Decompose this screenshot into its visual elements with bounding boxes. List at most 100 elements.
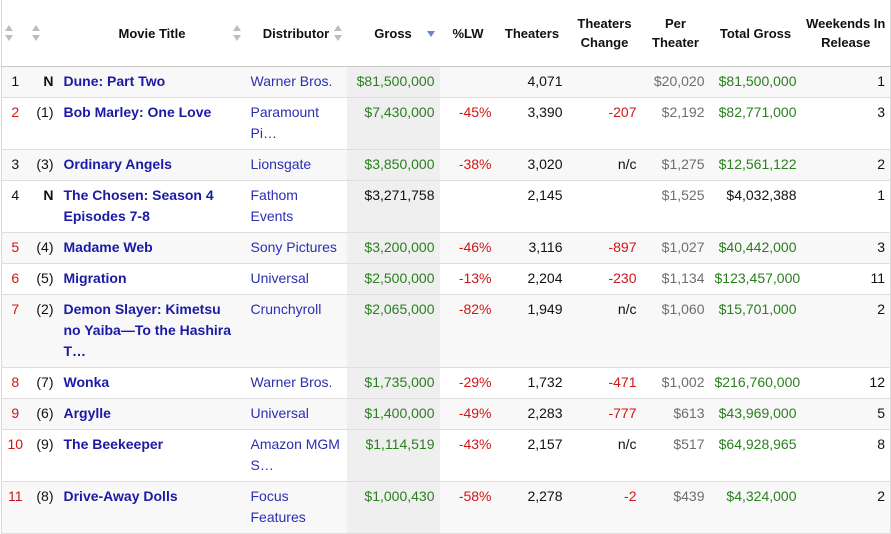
theaters-header[interactable]: Theaters [496, 0, 568, 67]
per-theater-cell: $20,020 [641, 66, 710, 98]
table-row[interactable]: 7 (2) Demon Slayer: Kimetsu no Yaiba—To … [1, 294, 891, 368]
movie-title-link[interactable]: The Chosen: Season 4 Episodes 7-8 [58, 180, 246, 233]
lw-header[interactable]: %LW [439, 0, 497, 67]
movie-title-link[interactable]: Ordinary Angels [58, 149, 246, 181]
table-row[interactable]: 4 N The Chosen: Season 4 Episodes 7-8 Fa… [1, 180, 891, 233]
table-row[interactable]: 6 (5) Migration Universal $2,500,000 -13… [1, 263, 891, 295]
table-row[interactable]: 9 (6) Argylle Universal $1,400,000 -49% … [1, 398, 891, 430]
gross-cell: $3,200,000 [346, 232, 440, 264]
sort-icon [31, 24, 41, 42]
gross-cell: $2,500,000 [346, 263, 440, 295]
table-row[interactable]: 8 (7) Wonka Warner Bros. $1,735,000 -29%… [1, 367, 891, 399]
distributor-link[interactable]: Sony Pictures [245, 232, 347, 264]
total-gross-cell: $64,928,965 [709, 429, 802, 482]
distributor-link[interactable]: Paramount Pi… [245, 97, 347, 150]
movie-title-link[interactable]: Demon Slayer: Kimetsu no Yaiba—To the Ha… [58, 294, 246, 368]
gross-header[interactable]: Gross [346, 0, 440, 67]
total-gross-cell: $15,701,000 [709, 294, 802, 368]
per-theater-cell: $439 [641, 481, 710, 534]
header-label: Theaters [504, 25, 560, 41]
weekends-cell: 2 [801, 294, 891, 368]
gross-cell: $1,400,000 [346, 398, 440, 430]
total-gross-cell: $4,032,388 [709, 180, 802, 233]
theaters-change-cell [567, 180, 642, 233]
prev-rank-header[interactable] [28, 0, 59, 67]
movie-title-link[interactable]: Madame Web [58, 232, 246, 264]
theaters-change-cell: n/c [567, 429, 642, 482]
theaters-change-cell: -207 [567, 97, 642, 150]
header-label: Gross [374, 25, 412, 41]
theaters-change-cell [567, 66, 642, 98]
table-row[interactable]: 2 (1) Bob Marley: One Love Paramount Pi…… [1, 97, 891, 150]
distributor-link[interactable]: Lionsgate [245, 149, 347, 181]
header-label: Movie Title [118, 25, 186, 41]
gross-cell: $7,430,000 [346, 97, 440, 150]
per-theater-cell: $517 [641, 429, 710, 482]
theaters-cell: 2,204 [496, 263, 568, 295]
movie-title-header[interactable]: Movie Title [58, 0, 246, 67]
rank-cell: 2 [1, 97, 29, 150]
distributor-link[interactable]: Universal [245, 398, 347, 430]
weekends-cell: 11 [801, 263, 891, 295]
weekends-cell: 5 [801, 398, 891, 430]
per-theater-header[interactable]: Per Theater [641, 0, 710, 67]
total-gross-cell: $43,969,000 [709, 398, 802, 430]
total-gross-header[interactable]: Total Gross [709, 0, 802, 67]
per-theater-cell: $1,060 [641, 294, 710, 368]
theaters-change-cell: -777 [567, 398, 642, 430]
sort-icon [333, 24, 343, 42]
distributor-link[interactable]: Focus Features [245, 481, 347, 534]
theaters-change-cell: n/c [567, 149, 642, 181]
distributor-link[interactable]: Fathom Events [245, 180, 347, 233]
theaters-cell: 2,278 [496, 481, 568, 534]
table-row[interactable]: 3 (3) Ordinary Angels Lionsgate $3,850,0… [1, 149, 891, 181]
theaters-change-header[interactable]: Theaters Change [567, 0, 642, 67]
sort-icon [232, 24, 242, 42]
weekends-cell: 3 [801, 97, 891, 150]
table-row[interactable]: 10 (9) The Beekeeper Amazon MGM S… $1,11… [1, 429, 891, 482]
gross-cell: $81,500,000 [346, 66, 440, 98]
movie-title-link[interactable]: Argylle [58, 398, 246, 430]
movie-title-link[interactable]: The Beekeeper [58, 429, 246, 482]
per-theater-cell: $1,134 [641, 263, 710, 295]
table-row[interactable]: 5 (4) Madame Web Sony Pictures $3,200,00… [1, 232, 891, 264]
header-label: Distributor [262, 25, 330, 41]
weekends-cell: 1 [801, 180, 891, 233]
gross-cell: $3,850,000 [346, 149, 440, 181]
percent-lw-cell: -49% [439, 398, 497, 430]
percent-lw-cell [439, 66, 497, 98]
theaters-cell: 2,145 [496, 180, 568, 233]
per-theater-cell: $613 [641, 398, 710, 430]
theaters-cell: 3,116 [496, 232, 568, 264]
total-gross-cell: $4,324,000 [709, 481, 802, 534]
distributor-link[interactable]: Crunchyroll [245, 294, 347, 368]
distributor-link[interactable]: Warner Bros. [245, 66, 347, 98]
distributor-link[interactable]: Amazon MGM S… [245, 429, 347, 482]
movie-title-link[interactable]: Drive-Away Dolls [58, 481, 246, 534]
movie-title-link[interactable]: Wonka [58, 367, 246, 399]
movie-title-link[interactable]: Dune: Part Two [58, 66, 246, 98]
rank-cell: 11 [1, 481, 29, 534]
movie-title-link[interactable]: Migration [58, 263, 246, 295]
percent-lw-cell: -46% [439, 232, 497, 264]
weekends-header[interactable]: Weekends In Release [801, 0, 891, 67]
distributor-link[interactable]: Universal [245, 263, 347, 295]
distributor-header[interactable]: Distributor [245, 0, 347, 67]
rank-cell: 9 [1, 398, 29, 430]
rank-cell: 6 [1, 263, 29, 295]
theaters-cell: 2,283 [496, 398, 568, 430]
table-row[interactable]: 1 N Dune: Part Two Warner Bros. $81,500,… [1, 66, 891, 98]
per-theater-cell: $1,027 [641, 232, 710, 264]
movie-title-link[interactable]: Bob Marley: One Love [58, 97, 246, 150]
previous-rank-cell: N [28, 66, 59, 98]
theaters-cell: 3,390 [496, 97, 568, 150]
per-theater-cell: $1,002 [641, 367, 710, 399]
distributor-link[interactable]: Warner Bros. [245, 367, 347, 399]
percent-lw-cell: -45% [439, 97, 497, 150]
rank-header[interactable] [1, 0, 29, 67]
gross-cell: $3,271,758 [346, 180, 440, 233]
percent-lw-cell: -82% [439, 294, 497, 368]
table-row[interactable]: 11 (8) Drive-Away Dolls Focus Features $… [1, 481, 891, 534]
header-label: Theaters Change [577, 16, 632, 50]
